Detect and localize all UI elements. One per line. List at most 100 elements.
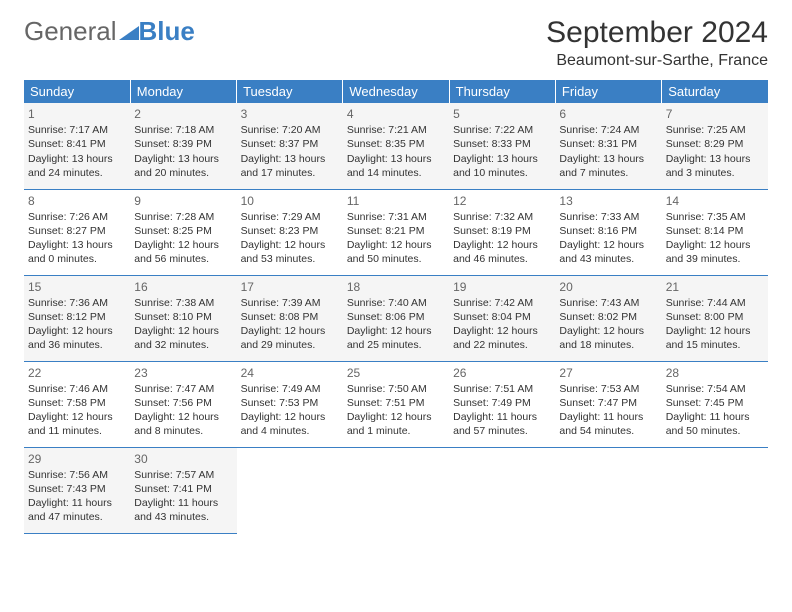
day-number: 28 <box>666 365 764 381</box>
day-cell <box>343 447 449 533</box>
daylight-text: Daylight: 12 hours and 15 minutes. <box>666 324 764 352</box>
day-cell: 24Sunrise: 7:49 AMSunset: 7:53 PMDayligh… <box>237 361 343 447</box>
sunset-text: Sunset: 8:35 PM <box>347 137 445 151</box>
day-cell: 20Sunrise: 7:43 AMSunset: 8:02 PMDayligh… <box>555 275 661 361</box>
sunrise-text: Sunrise: 7:22 AM <box>453 123 551 137</box>
sunrise-text: Sunrise: 7:33 AM <box>559 210 657 224</box>
sunrise-text: Sunrise: 7:36 AM <box>28 296 126 310</box>
day-number: 14 <box>666 193 764 209</box>
day-number: 3 <box>241 106 339 122</box>
logo-text-general: General <box>24 16 117 47</box>
day-number: 13 <box>559 193 657 209</box>
sunrise-text: Sunrise: 7:47 AM <box>134 382 232 396</box>
daylight-text: Daylight: 12 hours and 36 minutes. <box>28 324 126 352</box>
calendar-table: SundayMondayTuesdayWednesdayThursdayFrid… <box>24 80 768 534</box>
daylight-text: Daylight: 13 hours and 0 minutes. <box>28 238 126 266</box>
week-row: 8Sunrise: 7:26 AMSunset: 8:27 PMDaylight… <box>24 189 768 275</box>
day-cell: 26Sunrise: 7:51 AMSunset: 7:49 PMDayligh… <box>449 361 555 447</box>
sunset-text: Sunset: 8:02 PM <box>559 310 657 324</box>
day-cell: 30Sunrise: 7:57 AMSunset: 7:41 PMDayligh… <box>130 447 236 533</box>
day-number: 24 <box>241 365 339 381</box>
sunset-text: Sunset: 8:06 PM <box>347 310 445 324</box>
daylight-text: Daylight: 12 hours and 22 minutes. <box>453 324 551 352</box>
month-title: September 2024 <box>546 16 768 50</box>
day-number: 25 <box>347 365 445 381</box>
daylight-text: Daylight: 12 hours and 53 minutes. <box>241 238 339 266</box>
daylight-text: Daylight: 11 hours and 57 minutes. <box>453 410 551 438</box>
day-number: 11 <box>347 193 445 209</box>
day-header-row: SundayMondayTuesdayWednesdayThursdayFrid… <box>24 80 768 103</box>
day-header: Sunday <box>24 80 130 103</box>
day-cell: 28Sunrise: 7:54 AMSunset: 7:45 PMDayligh… <box>662 361 768 447</box>
sunset-text: Sunset: 8:14 PM <box>666 224 764 238</box>
sunrise-text: Sunrise: 7:29 AM <box>241 210 339 224</box>
sunset-text: Sunset: 8:21 PM <box>347 224 445 238</box>
day-cell: 8Sunrise: 7:26 AMSunset: 8:27 PMDaylight… <box>24 189 130 275</box>
day-number: 22 <box>28 365 126 381</box>
day-number: 4 <box>347 106 445 122</box>
day-cell: 4Sunrise: 7:21 AMSunset: 8:35 PMDaylight… <box>343 103 449 189</box>
sunrise-text: Sunrise: 7:54 AM <box>666 382 764 396</box>
logo: General Blue <box>24 16 195 47</box>
day-number: 19 <box>453 279 551 295</box>
sunrise-text: Sunrise: 7:31 AM <box>347 210 445 224</box>
day-cell: 12Sunrise: 7:32 AMSunset: 8:19 PMDayligh… <box>449 189 555 275</box>
day-number: 30 <box>134 451 232 467</box>
day-number: 21 <box>666 279 764 295</box>
day-cell: 15Sunrise: 7:36 AMSunset: 8:12 PMDayligh… <box>24 275 130 361</box>
sunset-text: Sunset: 8:10 PM <box>134 310 232 324</box>
daylight-text: Daylight: 12 hours and 1 minute. <box>347 410 445 438</box>
day-cell <box>555 447 661 533</box>
location: Beaumont-sur-Sarthe, France <box>546 52 768 70</box>
week-row: 15Sunrise: 7:36 AMSunset: 8:12 PMDayligh… <box>24 275 768 361</box>
sunrise-text: Sunrise: 7:26 AM <box>28 210 126 224</box>
day-number: 26 <box>453 365 551 381</box>
sunrise-text: Sunrise: 7:49 AM <box>241 382 339 396</box>
sunset-text: Sunset: 8:31 PM <box>559 137 657 151</box>
daylight-text: Daylight: 12 hours and 8 minutes. <box>134 410 232 438</box>
day-cell: 17Sunrise: 7:39 AMSunset: 8:08 PMDayligh… <box>237 275 343 361</box>
sunset-text: Sunset: 8:39 PM <box>134 137 232 151</box>
day-header: Monday <box>130 80 236 103</box>
calendar-body: 1Sunrise: 7:17 AMSunset: 8:41 PMDaylight… <box>24 103 768 533</box>
sunrise-text: Sunrise: 7:24 AM <box>559 123 657 137</box>
day-number: 10 <box>241 193 339 209</box>
sunset-text: Sunset: 8:33 PM <box>453 137 551 151</box>
day-cell: 2Sunrise: 7:18 AMSunset: 8:39 PMDaylight… <box>130 103 236 189</box>
daylight-text: Daylight: 13 hours and 17 minutes. <box>241 152 339 180</box>
sunset-text: Sunset: 8:41 PM <box>28 137 126 151</box>
day-header: Tuesday <box>237 80 343 103</box>
day-cell <box>662 447 768 533</box>
day-cell: 10Sunrise: 7:29 AMSunset: 8:23 PMDayligh… <box>237 189 343 275</box>
daylight-text: Daylight: 12 hours and 43 minutes. <box>559 238 657 266</box>
day-number: 6 <box>559 106 657 122</box>
sunrise-text: Sunrise: 7:40 AM <box>347 296 445 310</box>
daylight-text: Daylight: 12 hours and 11 minutes. <box>28 410 126 438</box>
sunrise-text: Sunrise: 7:44 AM <box>666 296 764 310</box>
sunset-text: Sunset: 8:04 PM <box>453 310 551 324</box>
daylight-text: Daylight: 12 hours and 56 minutes. <box>134 238 232 266</box>
daylight-text: Daylight: 13 hours and 7 minutes. <box>559 152 657 180</box>
week-row: 1Sunrise: 7:17 AMSunset: 8:41 PMDaylight… <box>24 103 768 189</box>
sunset-text: Sunset: 8:29 PM <box>666 137 764 151</box>
daylight-text: Daylight: 11 hours and 47 minutes. <box>28 496 126 524</box>
sunrise-text: Sunrise: 7:50 AM <box>347 382 445 396</box>
day-number: 1 <box>28 106 126 122</box>
day-number: 5 <box>453 106 551 122</box>
sunset-text: Sunset: 8:16 PM <box>559 224 657 238</box>
daylight-text: Daylight: 12 hours and 39 minutes. <box>666 238 764 266</box>
day-number: 23 <box>134 365 232 381</box>
day-number: 9 <box>134 193 232 209</box>
daylight-text: Daylight: 12 hours and 32 minutes. <box>134 324 232 352</box>
daylight-text: Daylight: 12 hours and 29 minutes. <box>241 324 339 352</box>
week-row: 22Sunrise: 7:46 AMSunset: 7:58 PMDayligh… <box>24 361 768 447</box>
day-cell: 25Sunrise: 7:50 AMSunset: 7:51 PMDayligh… <box>343 361 449 447</box>
day-number: 8 <box>28 193 126 209</box>
sunset-text: Sunset: 8:27 PM <box>28 224 126 238</box>
daylight-text: Daylight: 11 hours and 43 minutes. <box>134 496 232 524</box>
day-number: 7 <box>666 106 764 122</box>
sunrise-text: Sunrise: 7:18 AM <box>134 123 232 137</box>
day-cell: 6Sunrise: 7:24 AMSunset: 8:31 PMDaylight… <box>555 103 661 189</box>
sunset-text: Sunset: 8:37 PM <box>241 137 339 151</box>
sunset-text: Sunset: 7:49 PM <box>453 396 551 410</box>
